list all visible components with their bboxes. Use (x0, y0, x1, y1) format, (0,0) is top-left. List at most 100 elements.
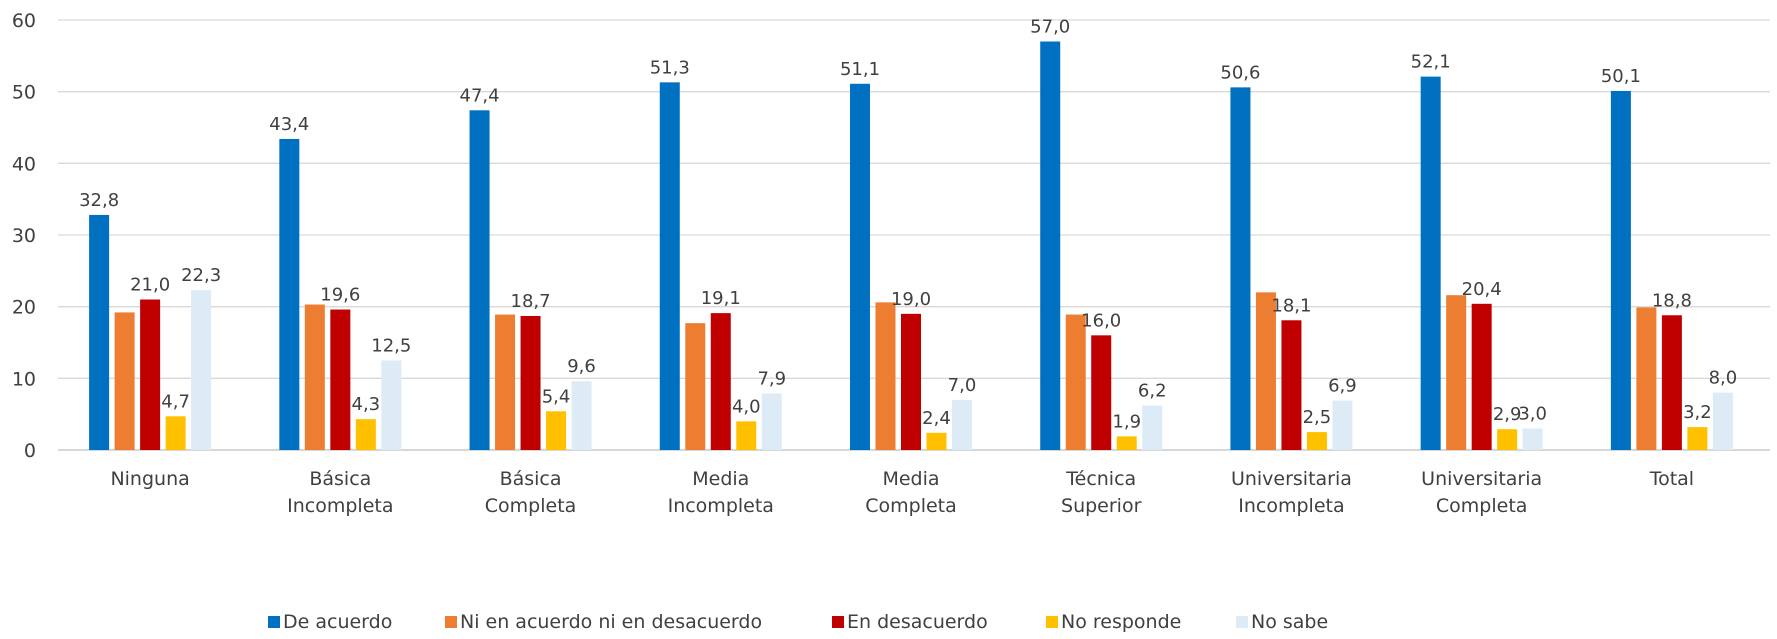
data-label: 21,0 (130, 275, 170, 296)
bar (546, 411, 567, 450)
legend-swatch (832, 616, 844, 628)
x-tick-label: Básica (500, 468, 562, 490)
y-tick-label: 10 (12, 368, 36, 390)
bar (901, 313, 921, 450)
bar (571, 381, 592, 450)
bar (279, 138, 300, 450)
bar (355, 419, 376, 450)
x-tick-label: Universitaria (1231, 468, 1352, 490)
data-label: 50,1 (1601, 66, 1641, 87)
bar (952, 399, 972, 450)
bar (875, 302, 896, 450)
data-label: 4,0 (732, 396, 761, 417)
data-label: 19,0 (891, 289, 931, 310)
bar (304, 304, 325, 450)
bar (1687, 427, 1708, 450)
data-label: 19,1 (701, 288, 741, 309)
bar (659, 82, 680, 450)
bar (710, 313, 731, 450)
data-labels: 32,8 21,0 4,7 22,3 43,4 19,6 4,3 12,5 47,4 18,7 5,… (79, 17, 1737, 433)
data-label: 32,8 (79, 190, 119, 211)
bar (1420, 76, 1441, 450)
data-label: 16,0 (1081, 310, 1121, 331)
data-label: 3,2 (1683, 402, 1712, 423)
bar (1610, 90, 1631, 450)
data-label: 2,5 (1303, 407, 1332, 428)
bar (1522, 428, 1543, 450)
bar (520, 315, 541, 450)
bar (381, 360, 402, 450)
legend-label: No responde (1061, 611, 1181, 633)
data-label: 18,7 (511, 291, 551, 312)
data-label: 19,6 (320, 285, 360, 306)
legend-label: No sabe (1251, 611, 1328, 633)
x-axis-ticks: Ninguna Básica Incompleta Básica Completa Med… (110, 468, 1694, 517)
y-tick-label: 30 (12, 225, 36, 247)
bars (89, 41, 1733, 451)
data-label: 43,4 (269, 114, 309, 135)
x-tick-label: Ninguna (110, 468, 189, 490)
legend-swatch (268, 616, 280, 628)
data-label: 12,5 (371, 335, 411, 356)
bar (1497, 429, 1518, 450)
x-tick-label: Incompleta (1238, 495, 1344, 517)
bar (1712, 392, 1733, 450)
data-label: 6,9 (1328, 376, 1357, 397)
legend-swatch (1046, 616, 1058, 628)
data-label: 4,7 (161, 391, 190, 412)
x-tick-label: Completa (485, 495, 577, 517)
bar (495, 314, 516, 450)
data-label: 7,9 (757, 368, 786, 389)
bar (1471, 303, 1492, 450)
bar (1306, 432, 1327, 450)
data-label: 7,0 (948, 375, 977, 396)
bar (191, 290, 212, 450)
bar (330, 309, 351, 450)
y-tick-label: 40 (12, 153, 36, 175)
bar (1091, 335, 1112, 450)
bar (1446, 295, 1467, 450)
data-label: 9,6 (567, 356, 596, 377)
data-label: 18,1 (1271, 295, 1311, 316)
y-axis-ticks: 0 10 20 30 40 50 60 (12, 10, 36, 462)
data-label: 51,3 (650, 57, 690, 78)
legend-label: Ni en acuerdo ni en desacuerdo (460, 611, 762, 633)
data-label: 5,4 (542, 386, 571, 407)
bar (1255, 292, 1276, 450)
data-label: 6,2 (1138, 381, 1167, 402)
data-label: 20,4 (1462, 279, 1502, 300)
x-tick-label: Total (1649, 468, 1694, 490)
x-tick-label: Incompleta (668, 495, 774, 517)
y-tick-label: 0 (24, 440, 36, 462)
bar (1142, 405, 1163, 450)
y-tick-label: 50 (12, 82, 36, 104)
bar (685, 323, 706, 450)
bar (1332, 400, 1353, 450)
x-tick-label: Incompleta (287, 495, 393, 517)
bar (850, 83, 870, 451)
bar (1661, 315, 1682, 450)
bar (736, 421, 757, 450)
x-tick-label: Básica (309, 468, 371, 490)
data-label: 52,1 (1411, 52, 1451, 73)
x-tick-label: Media (692, 468, 749, 490)
data-label: 8,0 (1709, 368, 1738, 389)
bar (1281, 320, 1302, 450)
bar (1065, 314, 1086, 450)
bar (1230, 87, 1251, 450)
bar (761, 393, 782, 450)
x-tick-label: Completa (865, 495, 957, 517)
legend-label: De acuerdo (283, 611, 392, 633)
y-tick-label: 20 (12, 297, 36, 319)
x-tick-label: Media (882, 468, 939, 490)
legend-swatch (1236, 616, 1248, 628)
bar (165, 416, 186, 450)
bar (114, 312, 135, 450)
data-label: 57,0 (1030, 17, 1070, 38)
y-tick-label: 60 (12, 10, 36, 32)
x-tick-label: Técnica (1065, 468, 1136, 490)
data-label: 2,9 (1493, 404, 1522, 425)
x-tick-label: Completa (1436, 495, 1528, 517)
